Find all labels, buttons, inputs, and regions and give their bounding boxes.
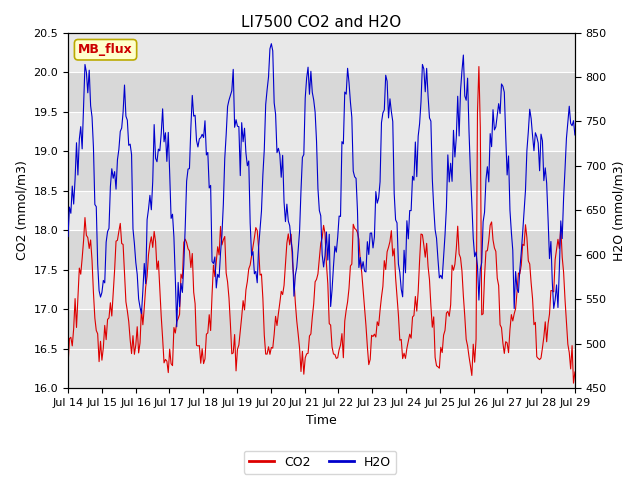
Bar: [68, 151, 575, 191]
Bar: [68, 230, 575, 270]
Text: MB_flux: MB_flux: [78, 43, 133, 56]
Bar: [68, 270, 575, 309]
Bar: [68, 349, 575, 388]
Y-axis label: CO2 (mmol/m3): CO2 (mmol/m3): [15, 160, 28, 260]
Bar: [68, 112, 575, 151]
Bar: [68, 33, 575, 72]
Title: LI7500 CO2 and H2O: LI7500 CO2 and H2O: [241, 15, 401, 30]
Bar: [68, 72, 575, 112]
Bar: [68, 191, 575, 230]
Bar: [68, 309, 575, 349]
Y-axis label: H2O (mmol/m3): H2O (mmol/m3): [612, 160, 625, 261]
Legend: CO2, H2O: CO2, H2O: [244, 451, 396, 474]
X-axis label: Time: Time: [306, 414, 337, 427]
